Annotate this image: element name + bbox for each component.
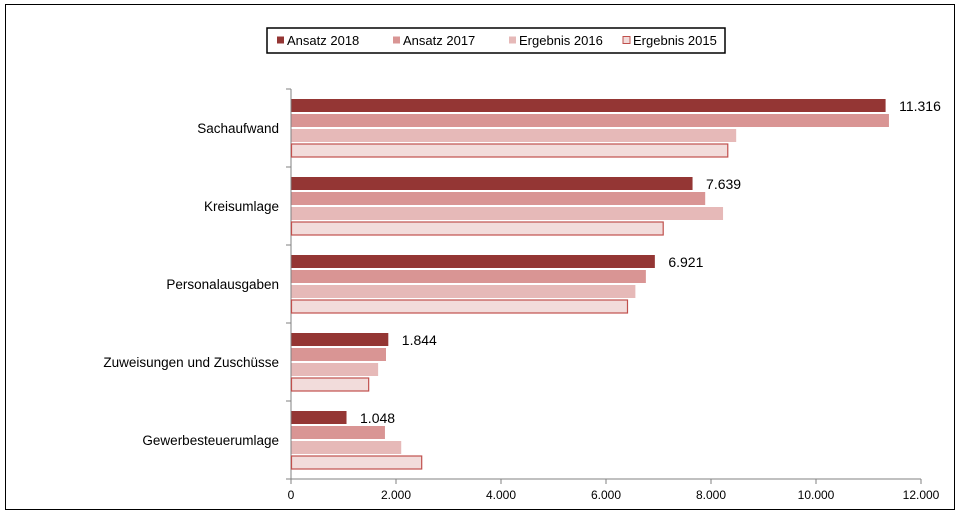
bar-ansatz-2018-gewerbesteuerumlage (291, 411, 347, 424)
bar-ergebnis-2015-kreisumlage (290, 221, 664, 236)
legend: Ansatz 2018 Ansatz 2017 Ergebnis 2016 Ergeb… (266, 27, 726, 54)
bar-ergebnis-2016-kreisumlage (291, 207, 724, 220)
legend-swatch-ergebnis-2016 (509, 36, 516, 44)
bars (290, 99, 889, 470)
legend-swatch-ansatz-2018 (277, 36, 284, 44)
legend-label-ergebnis-2016: Ergebnis 2016 (519, 33, 603, 48)
bar-ergebnis-2016-personalausgaben (291, 285, 636, 298)
legend-box (266, 27, 726, 54)
category-label-zuweisungen-und-zuschuesse: Zuweisungen und Zuschüsse (103, 355, 279, 370)
category-label-gewerbesteuerumlage: Gewerbesteuerumlage (142, 433, 279, 448)
bar-ansatz-2018-zuweisungen-und-zuschuesse (291, 333, 389, 346)
bar-chart: Ansatz 2018 Ansatz 2017 Ergebnis 2016 Ergeb… (103, 27, 941, 502)
data-label-sachaufwand: 11.316 (899, 98, 941, 114)
bar-ergebnis-2015-personalausgaben (290, 299, 629, 314)
bar-ergebnis-2015-gewerbesteuerumlage (290, 455, 423, 470)
bar-ansatz-2017-gewerbesteuerumlage (291, 426, 385, 439)
category-label-kreisumlage: Kreisumlage (204, 199, 279, 214)
bar-ansatz-2017-zuweisungen-und-zuschuesse (291, 348, 386, 361)
bar-ergebnis-2015-sachaufwand (290, 143, 729, 158)
labels: Sachaufwand 11.316 Kreisumlage 7.639 Persona… (103, 98, 941, 448)
legend-label-ergebnis-2015: Ergebnis 2015 (633, 33, 717, 48)
bar-ergebnis-2016-sachaufwand (291, 129, 737, 142)
x-tick-label: 8.000 (696, 488, 726, 502)
category-label-personalausgaben: Personalausgaben (166, 277, 279, 292)
data-label-personalausgaben: 6.921 (668, 254, 703, 270)
x-tick-label: 0 (288, 488, 295, 502)
data-label-zuweisungen-und-zuschuesse: 1.844 (402, 332, 437, 348)
legend-label-ansatz-2018: Ansatz 2018 (287, 33, 359, 48)
bar-ergebnis-2016-zuweisungen-und-zuschuesse (291, 363, 379, 376)
data-label-gewerbesteuerumlage: 1.048 (360, 410, 395, 426)
x-tick-label: 6.000 (591, 488, 621, 502)
chart-frame: Ansatz 2018 Ansatz 2017 Ergebnis 2016 Ergeb… (5, 4, 955, 510)
bar-ansatz-2017-personalausgaben (291, 270, 646, 283)
x-tick-label: 2.000 (381, 488, 411, 502)
bar-ergebnis-2015-zuweisungen-und-zuschuesse (290, 377, 370, 392)
legend-label-ansatz-2017: Ansatz 2017 (403, 33, 475, 48)
bar-ansatz-2018-sachaufwand (291, 99, 886, 112)
x-tick-label: 4.000 (486, 488, 516, 502)
bar-ansatz-2018-kreisumlage (291, 177, 693, 190)
data-label-kreisumlage: 7.639 (706, 176, 741, 192)
bar-ansatz-2017-sachaufwand (291, 114, 889, 127)
bar-ergebnis-2016-gewerbesteuerumlage (291, 441, 402, 454)
x-tick-label: 12.000 (903, 488, 940, 502)
bar-ansatz-2018-personalausgaben (291, 255, 655, 268)
legend-swatch-ergebnis-2015 (622, 36, 631, 44)
x-tick-label: 10.000 (798, 488, 835, 502)
legend-swatch-ansatz-2017 (393, 36, 400, 44)
bar-ansatz-2017-kreisumlage (291, 192, 706, 205)
category-label-sachaufwand: Sachaufwand (197, 121, 279, 136)
